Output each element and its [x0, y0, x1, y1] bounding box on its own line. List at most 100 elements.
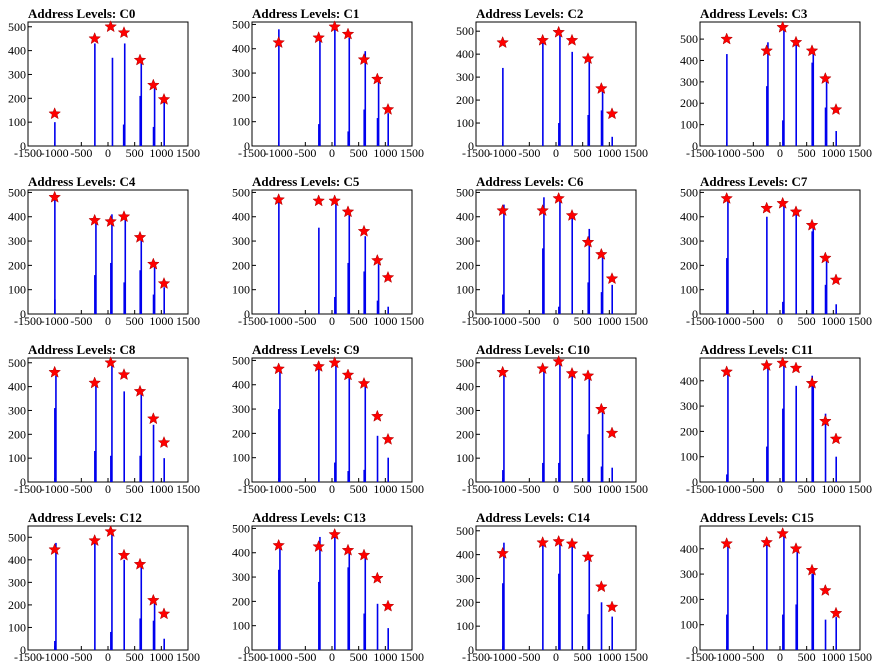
y-tick-label: 500: [456, 356, 474, 370]
y-tick-label: 300: [8, 575, 26, 589]
histogram-bar: [766, 538, 768, 650]
peak-marker: [381, 432, 395, 445]
peak-marker: [357, 53, 371, 66]
histogram-bar: [588, 557, 591, 650]
histogram-bar: [347, 567, 349, 650]
y-tick-label: 100: [456, 283, 474, 297]
x-tick-label: 1500: [176, 146, 200, 160]
peak-marker: [552, 354, 566, 367]
peak-marker: [357, 548, 371, 561]
peak-marker: [357, 224, 371, 237]
peak-marker: [117, 368, 131, 381]
chart-title: Address Levels: C1: [252, 6, 359, 21]
x-tick-label: 1500: [848, 650, 872, 664]
chart-title: Address Levels: C5: [252, 174, 360, 189]
histogram-bar: [503, 204, 505, 314]
histogram-bar: [152, 126, 155, 146]
histogram-bar: [94, 43, 96, 146]
peak-marker: [133, 230, 147, 243]
histogram-bar: [835, 456, 837, 482]
x-tick-label: 1500: [848, 314, 872, 328]
y-tick-label: 300: [232, 570, 250, 584]
chart-title: Address Levels: C8: [28, 342, 136, 357]
peak-marker: [760, 358, 774, 372]
y-tick-label: 200: [456, 427, 474, 441]
chart-title: Address Levels: C2: [476, 6, 583, 21]
peak-marker: [88, 376, 102, 389]
y-tick-label: 200: [456, 595, 474, 609]
histogram-bar: [542, 462, 544, 482]
y-tick-label: 0: [244, 643, 250, 657]
peak-marker: [272, 193, 286, 206]
peak-marker: [605, 107, 619, 120]
y-tick-label: 400: [680, 374, 698, 388]
histogram-bar: [726, 258, 728, 314]
x-tick-label: -1500: [14, 314, 42, 328]
histogram-bar: [318, 227, 320, 314]
x-tick-label: 500: [350, 314, 368, 328]
peak-marker: [381, 102, 395, 115]
y-tick-label: 100: [680, 118, 698, 132]
histogram-bar: [766, 216, 768, 314]
y-tick-label: 100: [680, 450, 698, 464]
x-tick-label: -1000: [265, 482, 293, 496]
histogram-bar: [139, 95, 141, 146]
y-tick-label: 0: [692, 475, 698, 489]
histogram-bar: [139, 455, 141, 482]
histogram-bar: [364, 555, 367, 650]
y-tick-label: 500: [680, 32, 698, 46]
histogram-bar: [726, 54, 728, 146]
histogram-bar: [766, 86, 768, 146]
histogram-bar: [335, 200, 337, 314]
x-tick-label: 500: [798, 146, 816, 160]
histogram-bar: [824, 413, 827, 482]
x-tick-label: 500: [798, 482, 816, 496]
x-tick-label: -1500: [462, 482, 490, 496]
y-tick-label: 300: [232, 234, 250, 248]
y-tick-label: 300: [232, 402, 250, 416]
histogram-bar: [782, 408, 784, 482]
histogram-bar: [318, 366, 320, 482]
histogram-bar: [611, 467, 613, 482]
histogram-bar: [600, 110, 603, 146]
histogram-bar: [152, 424, 155, 482]
histogram-bar: [278, 409, 280, 482]
peak-marker: [552, 191, 566, 204]
histogram-bar: [811, 375, 813, 482]
histogram-bar: [363, 469, 365, 482]
chart-title: Address Levels: C13: [252, 510, 366, 525]
histogram-bar: [542, 248, 544, 314]
histogram-bar: [600, 602, 603, 650]
histogram-bar: [558, 462, 560, 482]
panel-c7: Address Levels: C70100200300400500-1500-…: [680, 174, 872, 328]
peak-marker: [829, 606, 843, 619]
peak-marker: [157, 607, 171, 620]
peak-marker: [48, 542, 62, 556]
x-tick-label: 0: [553, 314, 559, 328]
y-tick-label: 300: [456, 403, 474, 417]
histogram-bar: [111, 531, 113, 650]
x-tick-label: 1000: [821, 314, 845, 328]
histogram-bar: [795, 604, 797, 650]
x-tick-label: 500: [574, 482, 592, 496]
histogram-bar: [812, 49, 815, 146]
histogram-bar: [835, 304, 837, 314]
histogram-bar: [587, 434, 589, 482]
peak-marker: [720, 365, 734, 378]
peak-marker: [312, 539, 326, 553]
histogram-bar: [364, 51, 367, 147]
peak-marker: [720, 537, 734, 550]
peak-marker: [48, 365, 62, 378]
x-tick-label: -1500: [686, 482, 714, 496]
panel-c3: Address Levels: C30100200300400500-1500-…: [680, 6, 872, 160]
x-tick-label: -1000: [41, 482, 69, 496]
y-tick-label: 500: [456, 24, 474, 38]
peak-marker: [829, 273, 843, 286]
y-tick-label: 300: [8, 67, 26, 81]
x-tick-label: -1500: [462, 650, 490, 664]
histogram-bar: [363, 613, 365, 650]
histogram-bar: [811, 231, 813, 314]
histogram-bar: [727, 543, 729, 650]
histogram-bar: [123, 391, 125, 482]
peak-marker: [605, 426, 619, 439]
